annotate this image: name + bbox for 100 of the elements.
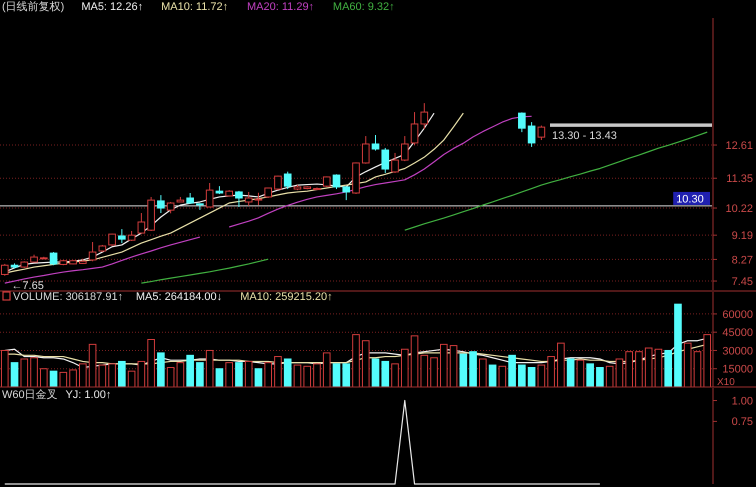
- bar: [50, 370, 58, 388]
- bar: [391, 363, 399, 388]
- bar: [430, 357, 438, 388]
- text: MA10: 259215.20↑: [240, 291, 333, 303]
- bar: [518, 364, 526, 388]
- candlestick: [235, 190, 243, 208]
- bar: [176, 362, 184, 388]
- candlestick: [332, 174, 340, 190]
- candlestick: [50, 252, 58, 266]
- candlestick: [166, 201, 174, 214]
- bar: [410, 335, 418, 388]
- bar: [420, 354, 428, 388]
- bar: [264, 362, 272, 388]
- bar: [606, 366, 614, 388]
- bar: [294, 364, 302, 388]
- candlestick: [274, 175, 282, 191]
- bar: [225, 362, 233, 388]
- bar: [664, 350, 672, 388]
- candlestick: [538, 125, 546, 141]
- bar: [274, 356, 282, 388]
- candlestick: [372, 134, 380, 152]
- candlestick: [284, 171, 292, 190]
- bar: [566, 358, 574, 388]
- bar: [322, 352, 331, 388]
- candlestick: [206, 182, 214, 208]
- bar: [235, 362, 243, 388]
- candlestick: [118, 228, 126, 244]
- bar: [332, 363, 340, 388]
- bar: [216, 368, 224, 388]
- bar: [576, 360, 584, 388]
- bar: [313, 363, 321, 388]
- bar: [372, 358, 380, 388]
- bar: [0, 350, 9, 388]
- candlestick: [88, 242, 96, 262]
- candlestick: [138, 212, 146, 234]
- bar: [342, 363, 350, 388]
- text: MA5: 264184.00↓: [136, 291, 222, 303]
- bar: [186, 354, 194, 388]
- bar: [450, 345, 458, 388]
- y-tick-label: 10.22: [725, 202, 753, 215]
- candlestick: [362, 136, 370, 164]
- bar: [381, 360, 390, 388]
- candlestick: [518, 112, 526, 133]
- candlestick: [420, 102, 428, 130]
- candlestick: [254, 192, 262, 206]
- bar: [79, 363, 87, 388]
- bar: [684, 342, 692, 388]
- y-tick-label: 60000: [722, 308, 753, 321]
- bar: [284, 358, 292, 388]
- bar: [128, 370, 136, 388]
- y-tick-label: 9.19: [732, 230, 753, 242]
- bar: [69, 369, 77, 388]
- bar: [469, 351, 477, 388]
- bar: [206, 350, 214, 388]
- y-tick-label: 45000: [722, 327, 753, 340]
- bar: [244, 360, 252, 388]
- candlestick: [410, 112, 418, 146]
- text: MA20: 11.29↑: [247, 1, 314, 13]
- y-tick-label: 30000: [722, 345, 753, 358]
- annotation: ←7.65: [11, 280, 44, 292]
- bar: [303, 366, 312, 388]
- ref-line-label: 10.30: [676, 193, 704, 206]
- text: MA10: 11.72↑: [161, 1, 228, 13]
- bar: [498, 366, 506, 388]
- bar: [488, 364, 496, 388]
- bar: [352, 334, 360, 388]
- bar: [528, 367, 536, 388]
- bar: [538, 364, 546, 388]
- y-tick-label: 1.00: [732, 395, 753, 408]
- bar: [88, 344, 96, 388]
- y-tick-label: 12.61: [725, 140, 753, 152]
- bar: [694, 351, 702, 388]
- bar: [362, 340, 370, 388]
- bar: [138, 360, 146, 388]
- candlestick: [381, 147, 390, 174]
- text: MA5: 12.26↑: [81, 1, 144, 13]
- bar: [596, 367, 604, 388]
- y-tick-label: 7.45: [732, 276, 753, 288]
- candlestick: [528, 122, 536, 148]
- bar: [440, 344, 448, 388]
- bar: [118, 360, 126, 388]
- text: MA60: 9.32↑: [332, 1, 395, 13]
- y-tick-label: 15000: [722, 364, 753, 376]
- chart-title: (日线前复权): [2, 0, 64, 13]
- bar: [40, 368, 48, 388]
- legend-label: VOLUME: 306187.91↑: [13, 291, 124, 303]
- bar: [557, 342, 565, 388]
- chart-title: W60日金叉: [2, 389, 58, 401]
- bar: [547, 356, 555, 388]
- bar: [635, 351, 643, 388]
- candlestick: [0, 263, 9, 276]
- bar: [166, 367, 174, 388]
- bar: [616, 358, 624, 388]
- bar: [479, 358, 487, 388]
- y-axis-title: X10: [717, 377, 736, 388]
- bar: [460, 354, 468, 388]
- bar: [644, 348, 652, 388]
- bar: [654, 348, 662, 388]
- text: YJ: 1.00↑: [65, 389, 112, 401]
- bar: [30, 357, 38, 388]
